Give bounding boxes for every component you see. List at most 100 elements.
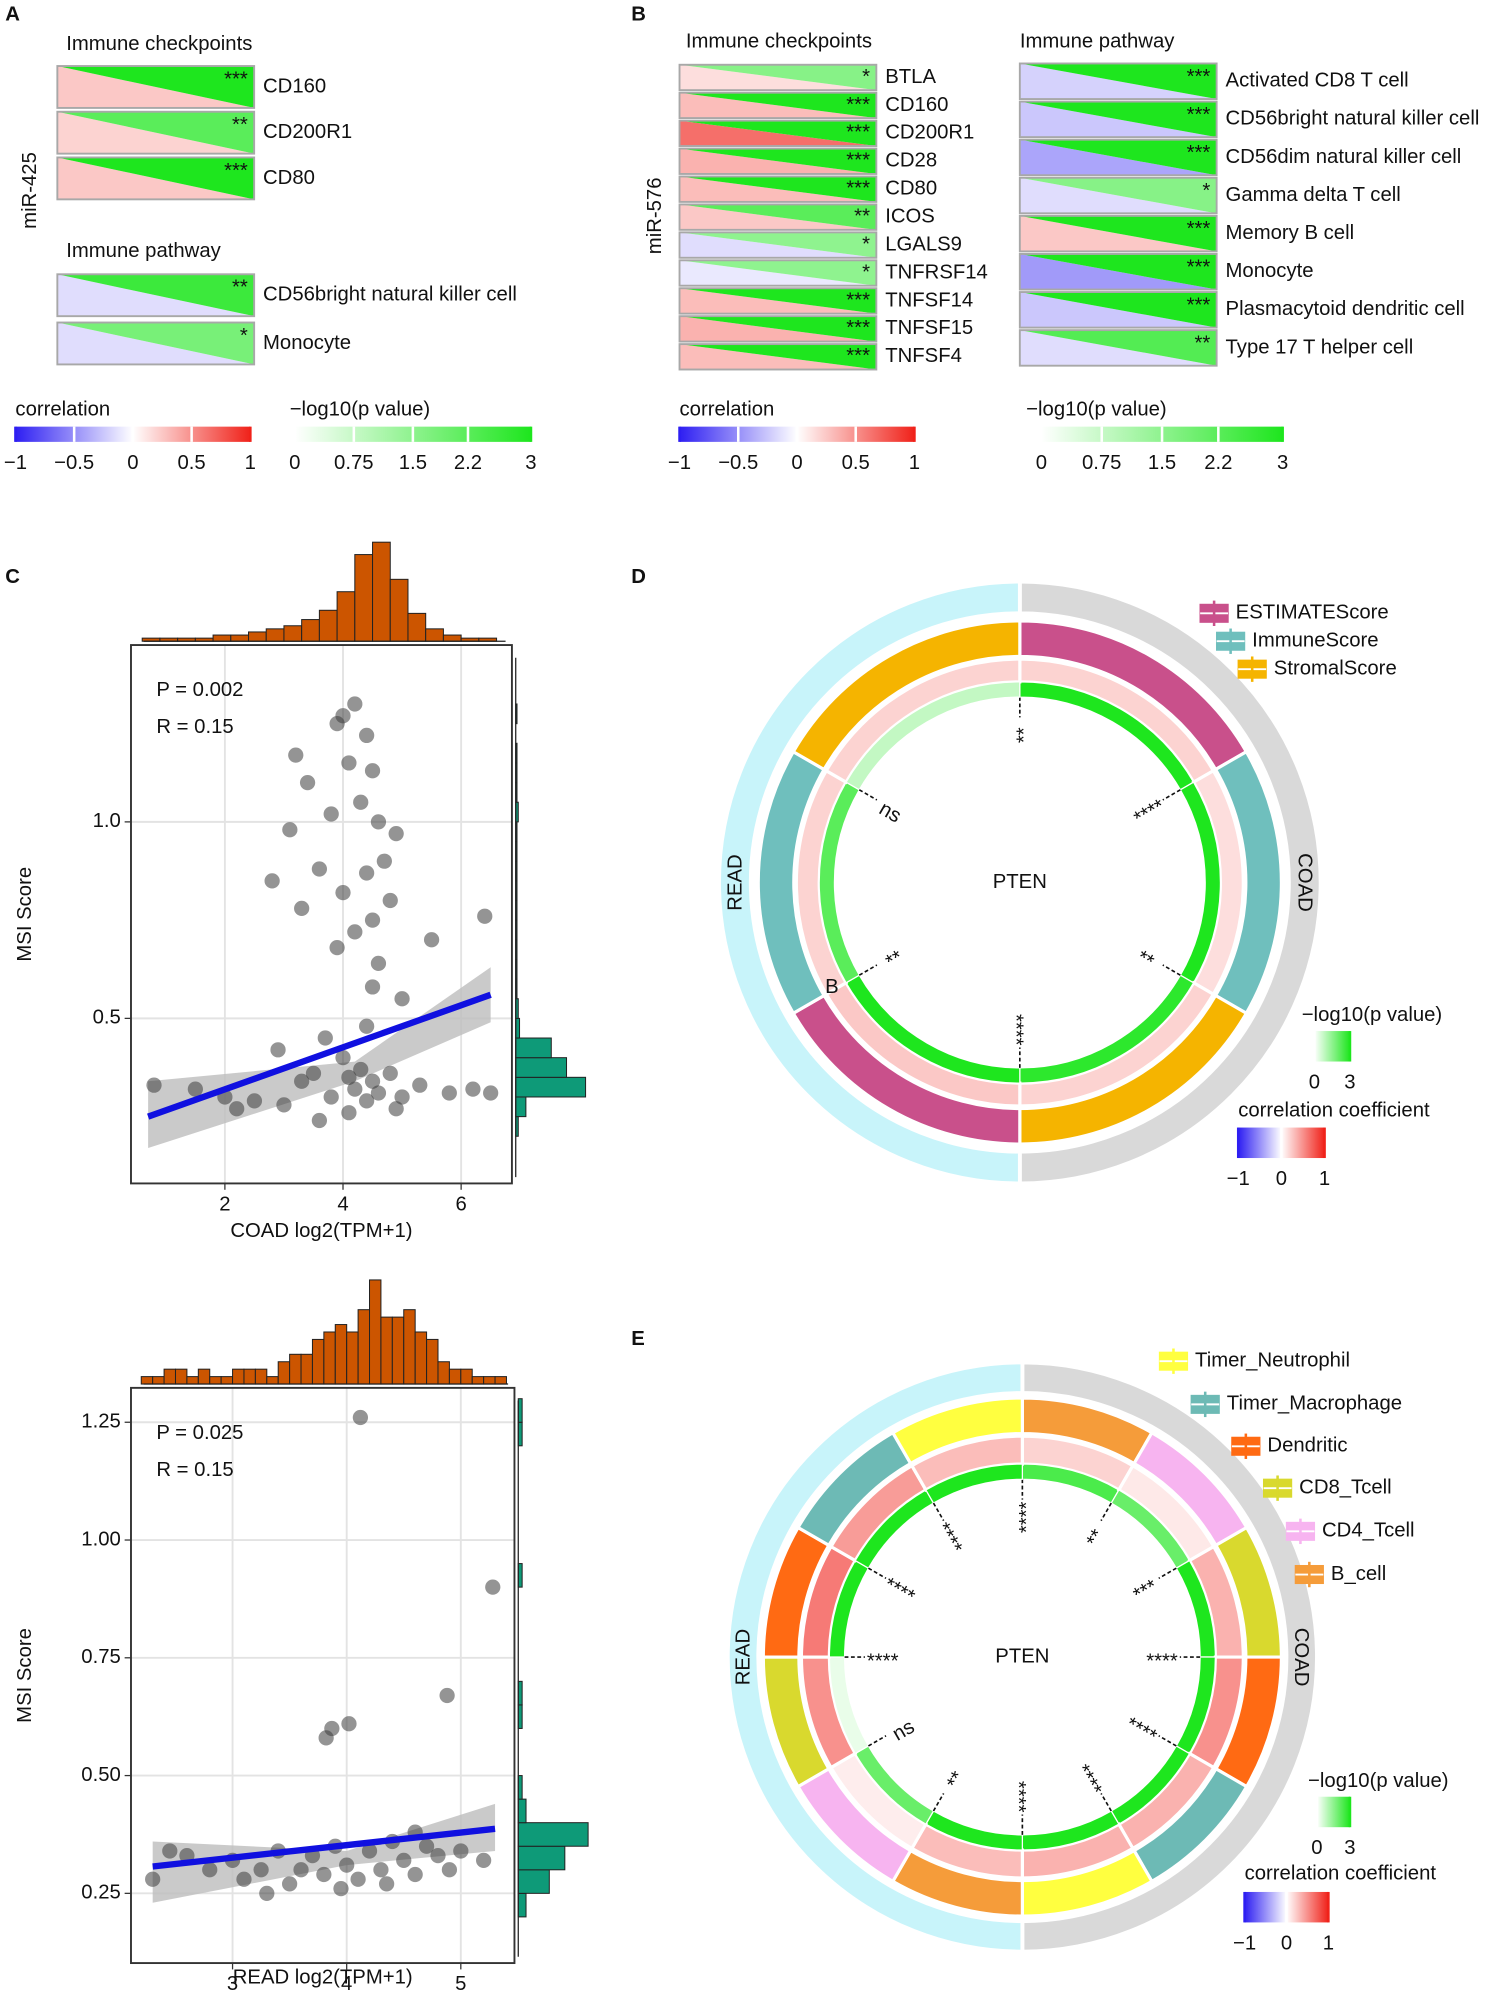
cell-border bbox=[56, 65, 256, 109]
stat-label: P = 0.025 bbox=[156, 1422, 243, 1444]
legend-label: StromalScore bbox=[1274, 658, 1397, 680]
significance: * bbox=[862, 66, 870, 88]
cell-border bbox=[1018, 138, 1218, 177]
tissue-ring bbox=[725, 1360, 1025, 1954]
y-histogram-bar bbox=[515, 1057, 568, 1078]
row-label: TNFSF15 bbox=[885, 317, 973, 339]
panel-letter: C bbox=[5, 566, 20, 588]
x-histogram-bar bbox=[265, 628, 285, 642]
legend-title: −log10(p value) bbox=[290, 398, 430, 420]
point bbox=[379, 1876, 395, 1892]
cell-border bbox=[678, 91, 878, 120]
x-histogram-bar bbox=[318, 609, 338, 642]
y-histogram-bar bbox=[515, 1076, 587, 1098]
row-label: Memory B cell bbox=[1226, 222, 1355, 244]
point bbox=[341, 1105, 357, 1121]
significance: **** bbox=[1122, 1713, 1160, 1748]
cell-border bbox=[678, 147, 878, 175]
cell-border bbox=[678, 343, 878, 371]
row-label: CD56bright natural killer cell bbox=[263, 284, 517, 306]
x-histogram-bar bbox=[357, 1309, 371, 1385]
x-tick-label: 4 bbox=[341, 1973, 352, 1991]
x-histogram-bar bbox=[334, 1324, 348, 1385]
legend-tick-label: 1 bbox=[245, 452, 256, 474]
significance: ** bbox=[1194, 332, 1210, 354]
x-histogram-bar bbox=[209, 1376, 222, 1385]
center-label: PTEN bbox=[993, 871, 1047, 893]
annotation: B bbox=[825, 976, 839, 998]
point bbox=[453, 1843, 469, 1859]
point bbox=[364, 912, 381, 928]
cell-border bbox=[678, 175, 878, 203]
point bbox=[282, 822, 298, 838]
row-label: Type 17 T helper cell bbox=[1226, 336, 1414, 358]
y-histogram-bar bbox=[517, 1869, 550, 1894]
tissue-label: READ bbox=[733, 1629, 755, 1685]
legend-tick-label: 3 bbox=[525, 452, 536, 474]
point bbox=[323, 806, 339, 822]
point bbox=[276, 1097, 292, 1113]
x-histogram-bar bbox=[300, 1353, 313, 1385]
plot-frame bbox=[130, 1386, 516, 1965]
x-histogram-bar bbox=[389, 578, 409, 642]
pvalue-cell bbox=[679, 260, 877, 286]
cell-border bbox=[678, 287, 878, 315]
row-label: CD160 bbox=[885, 94, 948, 116]
significance: *** bbox=[846, 94, 870, 116]
legend-tick-label: 0 bbox=[1311, 1837, 1322, 1859]
point bbox=[323, 1089, 339, 1105]
center-label: PTEN bbox=[995, 1645, 1049, 1667]
row-label: CD200R1 bbox=[885, 122, 974, 144]
point bbox=[359, 865, 375, 881]
legend-bar bbox=[1316, 1796, 1350, 1828]
point bbox=[246, 1093, 263, 1109]
x-histogram-bar bbox=[426, 1338, 439, 1385]
x-histogram-bar bbox=[336, 591, 356, 642]
x-histogram-bar bbox=[283, 625, 303, 642]
point bbox=[316, 1866, 332, 1883]
legend-title: −log10(p value) bbox=[1302, 1004, 1442, 1026]
row-label: Activated CD8 T cell bbox=[1226, 70, 1409, 92]
pvalue-cell bbox=[57, 111, 255, 154]
cell-border bbox=[1018, 253, 1218, 291]
legend-tick-label: 0.5 bbox=[842, 452, 870, 474]
point bbox=[352, 1409, 369, 1426]
legend-tick-label: 3 bbox=[1344, 1071, 1355, 1093]
significance: ** bbox=[854, 205, 870, 227]
pvalue-cell bbox=[679, 64, 877, 91]
point bbox=[394, 991, 410, 1007]
x-histogram-bar bbox=[442, 634, 462, 642]
point bbox=[341, 1069, 357, 1085]
cell-border bbox=[56, 321, 256, 366]
pvalue-cell bbox=[1019, 292, 1217, 328]
x-histogram-bar bbox=[354, 554, 374, 642]
significance: *** bbox=[1187, 142, 1211, 164]
point bbox=[370, 955, 387, 971]
cell-border bbox=[678, 203, 878, 231]
group-title: Immune checkpoints bbox=[686, 30, 872, 52]
x-histogram-bar bbox=[220, 1376, 234, 1385]
legend-tick-label: 1 bbox=[909, 452, 920, 474]
x-histogram-bar bbox=[140, 1376, 154, 1385]
point bbox=[388, 1101, 404, 1117]
x-histogram-bar bbox=[391, 1316, 405, 1385]
pvalue-cell bbox=[1019, 177, 1217, 214]
legend-title: correlation bbox=[680, 398, 775, 420]
significance: **** bbox=[1004, 1014, 1026, 1046]
legend-tick-label: 1.5 bbox=[399, 452, 427, 474]
significance: * bbox=[862, 261, 870, 283]
x-axis-label: READ log2(TPM+1) bbox=[233, 1967, 413, 1989]
legend-title: correlation bbox=[15, 398, 110, 420]
cell-border bbox=[678, 63, 878, 92]
significance: *** bbox=[846, 345, 870, 367]
point bbox=[145, 1871, 161, 1887]
legend-tick-label: −1 bbox=[668, 452, 691, 474]
row-label: CD56dim natural killer cell bbox=[1226, 146, 1462, 168]
point bbox=[187, 1081, 203, 1097]
mirna-label: miR-425 bbox=[19, 152, 41, 229]
significance: *** bbox=[224, 160, 248, 182]
point bbox=[364, 979, 381, 995]
y-tick-label: 1.00 bbox=[81, 1528, 121, 1550]
x-histogram-bar bbox=[372, 541, 391, 642]
